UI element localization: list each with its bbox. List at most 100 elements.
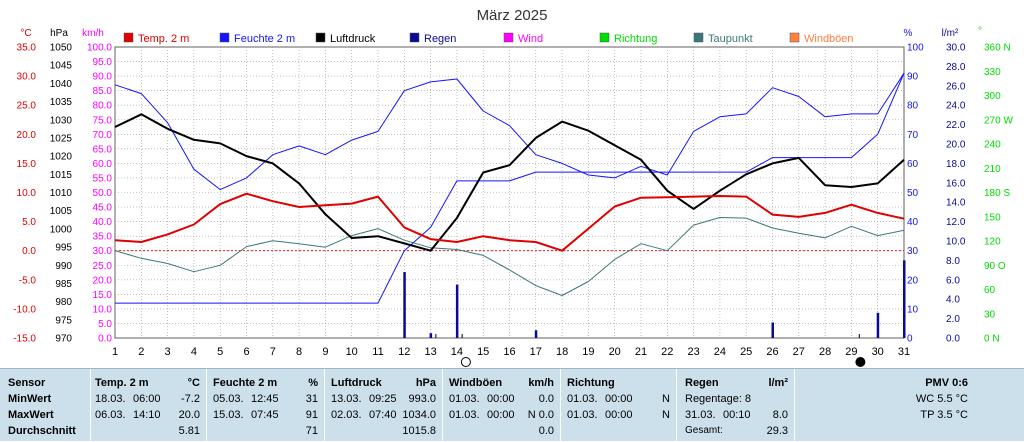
stats-pmv-column: PMV 0:6 WC 5.5 °C TP 3.5 °C (794, 369, 1024, 442)
hpa-tick-label: 1010 (50, 188, 73, 199)
temp-tick-label: 35.0 (17, 43, 37, 54)
x-tick-label: 29 (845, 346, 857, 358)
stats-pmv-title: PMV 0:6 (925, 377, 968, 389)
kmh-tick-label: 20.0 (93, 275, 113, 286)
chart-canvas: März 2025°C hPa km/h% l/m² °35.030.025.020.0… (13, 7, 1013, 367)
row-label-sensor: Sensor (8, 377, 46, 389)
stats-windboeen-unit: km/h (528, 377, 554, 389)
hpa-tick-label: 1040 (50, 79, 73, 90)
full-moon-icon (460, 357, 471, 367)
stats-richtung-title: Richtung (567, 377, 615, 389)
rain-bar (403, 272, 406, 338)
degree-tick-label: 120 (984, 237, 1001, 248)
temp-tick-label: -15.0 (13, 334, 36, 345)
stats-feuchte-min-time: 12:45 (251, 393, 279, 405)
stats-richtung-max-time: 00:00 (605, 409, 633, 421)
stats-richtung-min-time: 00:00 (605, 393, 633, 405)
kmh-tick-label: 5.0 (98, 319, 112, 330)
x-tick-label: 17 (530, 346, 542, 358)
temp-tick-label: -10.0 (13, 304, 36, 315)
legend-swatch-luftdruck (315, 32, 326, 43)
percent-tick-label: 10 (907, 304, 919, 315)
stats-feuchte-max-time: 07:45 (251, 409, 279, 421)
stats-luftdruck-unit: hPa (415, 377, 436, 389)
stats-luftdruck-max-date: 02.03. (331, 409, 362, 421)
percent-tick-label: 30 (907, 246, 919, 257)
kmh-tick-label: 35.0 (93, 232, 113, 243)
kmh-tick-label: 75.0 (93, 115, 113, 126)
degree-tick-label: 180 S (984, 188, 1010, 199)
stats-temp-min-value: -7.2 (181, 393, 200, 405)
stats-windboeen-min-time: 00:00 (487, 393, 515, 405)
legend-label-feuchte: Feuchte 2 m (234, 33, 295, 45)
rain-bar (534, 330, 538, 338)
x-tick-label: 22 (661, 346, 673, 358)
x-tick-label: 13 (424, 346, 436, 358)
rain-tick-label: 4.0 (946, 295, 960, 306)
percent-tick-label: 80 (907, 101, 919, 112)
stats-regen-max-value: 8.0 (772, 409, 788, 421)
stats-feuchte-column: Feuchte 2 m % 05.03. 12:45 31 15.03. 07:… (206, 369, 324, 442)
hpa-tick-label: 980 (55, 297, 72, 308)
series-line-feuchte (114, 72, 905, 191)
x-tick-label: 27 (793, 346, 805, 358)
kmh-tick-label: 100.0 (87, 43, 112, 54)
percent-tick-label: 70 (907, 130, 919, 141)
x-tick-label: 11 (372, 346, 383, 358)
rain-tick-label: 6.0 (946, 275, 960, 286)
row-label-minwert: MinWert (8, 393, 52, 405)
axis-unit-rain: l/m² (942, 28, 959, 39)
stats-temp-max-value: 20.0 (178, 409, 200, 421)
stats-feuchte-min-date: 05.03. (213, 393, 244, 405)
hpa-tick-label: 975 (55, 315, 72, 326)
rain-tick-label: 14.0 (946, 198, 966, 209)
x-tick-label: 10 (346, 346, 358, 358)
percent-tick-label: 40 (907, 217, 919, 228)
rain-tick-label: 24.0 (946, 101, 966, 112)
stats-richtung-min-date: 01.03. (567, 393, 598, 405)
temp-tick-label: 5.0 (22, 217, 36, 228)
hpa-tick-label: 1050 (50, 43, 73, 54)
row-label-durchschnitt: Durchschnitt (8, 425, 76, 437)
stats-regen-column: Regen l/m² Regentage: 8 31.03. 00:10 8.0… (676, 369, 794, 442)
rain-tick-label: 2.0 (946, 314, 960, 325)
rain-tick-label: 30.0 (946, 43, 966, 54)
degree-tick-label: 240 (984, 140, 1001, 151)
degree-tick-label: 150 (984, 212, 1001, 223)
stats-luftdruck-min-time: 09:25 (369, 393, 397, 405)
stats-windboeen-column: Windböen km/h 01.03. 00:00 0.0 01.03. 00… (442, 369, 560, 442)
stats-luftdruck-avg: 1015.8 (402, 425, 436, 437)
stats-richtung-min-value: N (662, 393, 670, 405)
legend-label-windboeen: Windböen (804, 33, 854, 45)
rain-bar (876, 312, 880, 338)
rain-bar (771, 322, 774, 338)
stats-luftdruck-min-value: 993.0 (408, 393, 436, 405)
percent-tick-label: 100 (907, 43, 924, 54)
legend-label-regen: Regen (424, 33, 456, 45)
percent-tick-label: 0 (907, 334, 913, 345)
hpa-tick-label: 1000 (50, 224, 73, 235)
stats-luftdruck-min-date: 13.03. (331, 393, 362, 405)
stats-temp-unit: °C (187, 377, 200, 389)
kmh-tick-label: 70.0 (93, 130, 113, 141)
x-tick-label: 16 (503, 346, 515, 358)
degree-tick-label: 210 (984, 164, 1001, 175)
x-tick-label: 19 (582, 346, 594, 358)
stats-regen-gesamt-label: Gesamt: (685, 425, 723, 436)
rain-tick-label: 8.0 (946, 256, 960, 267)
legend-swatch-regen (409, 32, 420, 43)
series-line-feuchte_min (115, 73, 905, 304)
stats-feuchte-max-value: 91 (305, 409, 318, 421)
kmh-tick-label: 25.0 (93, 261, 113, 272)
weather-chart: März 2025 °C hPa km/h% l/m² ° 35.0 30.0 25.0 20.0… (13, 7, 1013, 367)
legend-label-taupunkt: Taupunkt (708, 33, 753, 45)
stats-regen-title: Regen (685, 377, 719, 389)
percent-tick-label: 50 (907, 188, 919, 199)
rain-bar (429, 333, 433, 338)
stats-labels-column: Sensor MinWert MaxWert Durchschnitt (0, 369, 90, 442)
rain-tick-label: 28.0 (946, 62, 966, 73)
stats-regen-regentage: Regentage: 8 (685, 393, 752, 405)
x-tick-label: 9 (322, 346, 328, 358)
stats-regen-max-date: 31.03. (685, 409, 716, 421)
x-tick-label: 5 (217, 346, 223, 358)
